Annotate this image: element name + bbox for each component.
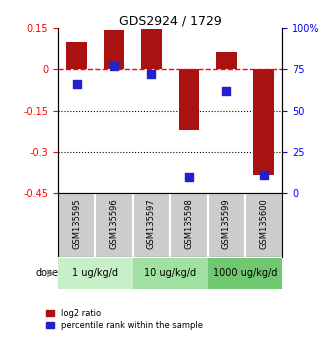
Text: 1 ug/kg/d: 1 ug/kg/d (72, 268, 118, 279)
Text: GSM135595: GSM135595 (72, 198, 81, 249)
Text: 1000 ug/kg/d: 1000 ug/kg/d (213, 268, 277, 279)
Point (74, 81, 79, 87)
Bar (66, 42, 87, 69)
Text: GSM135598: GSM135598 (184, 198, 193, 249)
Bar (104, 30, 124, 69)
Bar (216, 52, 237, 69)
Point (149, 72, 154, 77)
Point (224, 88, 229, 94)
Title: GDS2924 / 1729: GDS2924 / 1729 (119, 14, 221, 27)
Bar (208, 258, 282, 289)
Text: 10 ug/kg/d: 10 ug/kg/d (144, 268, 196, 279)
Bar (141, 29, 162, 69)
Point (111, 63, 117, 69)
Bar (133, 258, 208, 289)
Bar (254, 69, 274, 175)
Text: GSM135599: GSM135599 (222, 198, 231, 249)
Legend: log2 ratio, percentile rank within the sample: log2 ratio, percentile rank within the s… (46, 309, 203, 330)
Point (261, 172, 266, 178)
Bar (178, 69, 199, 130)
Text: dose: dose (35, 268, 58, 279)
Bar (58, 258, 133, 289)
Point (186, 174, 191, 179)
Text: GSM135600: GSM135600 (259, 198, 268, 249)
Text: GSM135596: GSM135596 (109, 198, 118, 249)
Text: GSM135597: GSM135597 (147, 198, 156, 249)
